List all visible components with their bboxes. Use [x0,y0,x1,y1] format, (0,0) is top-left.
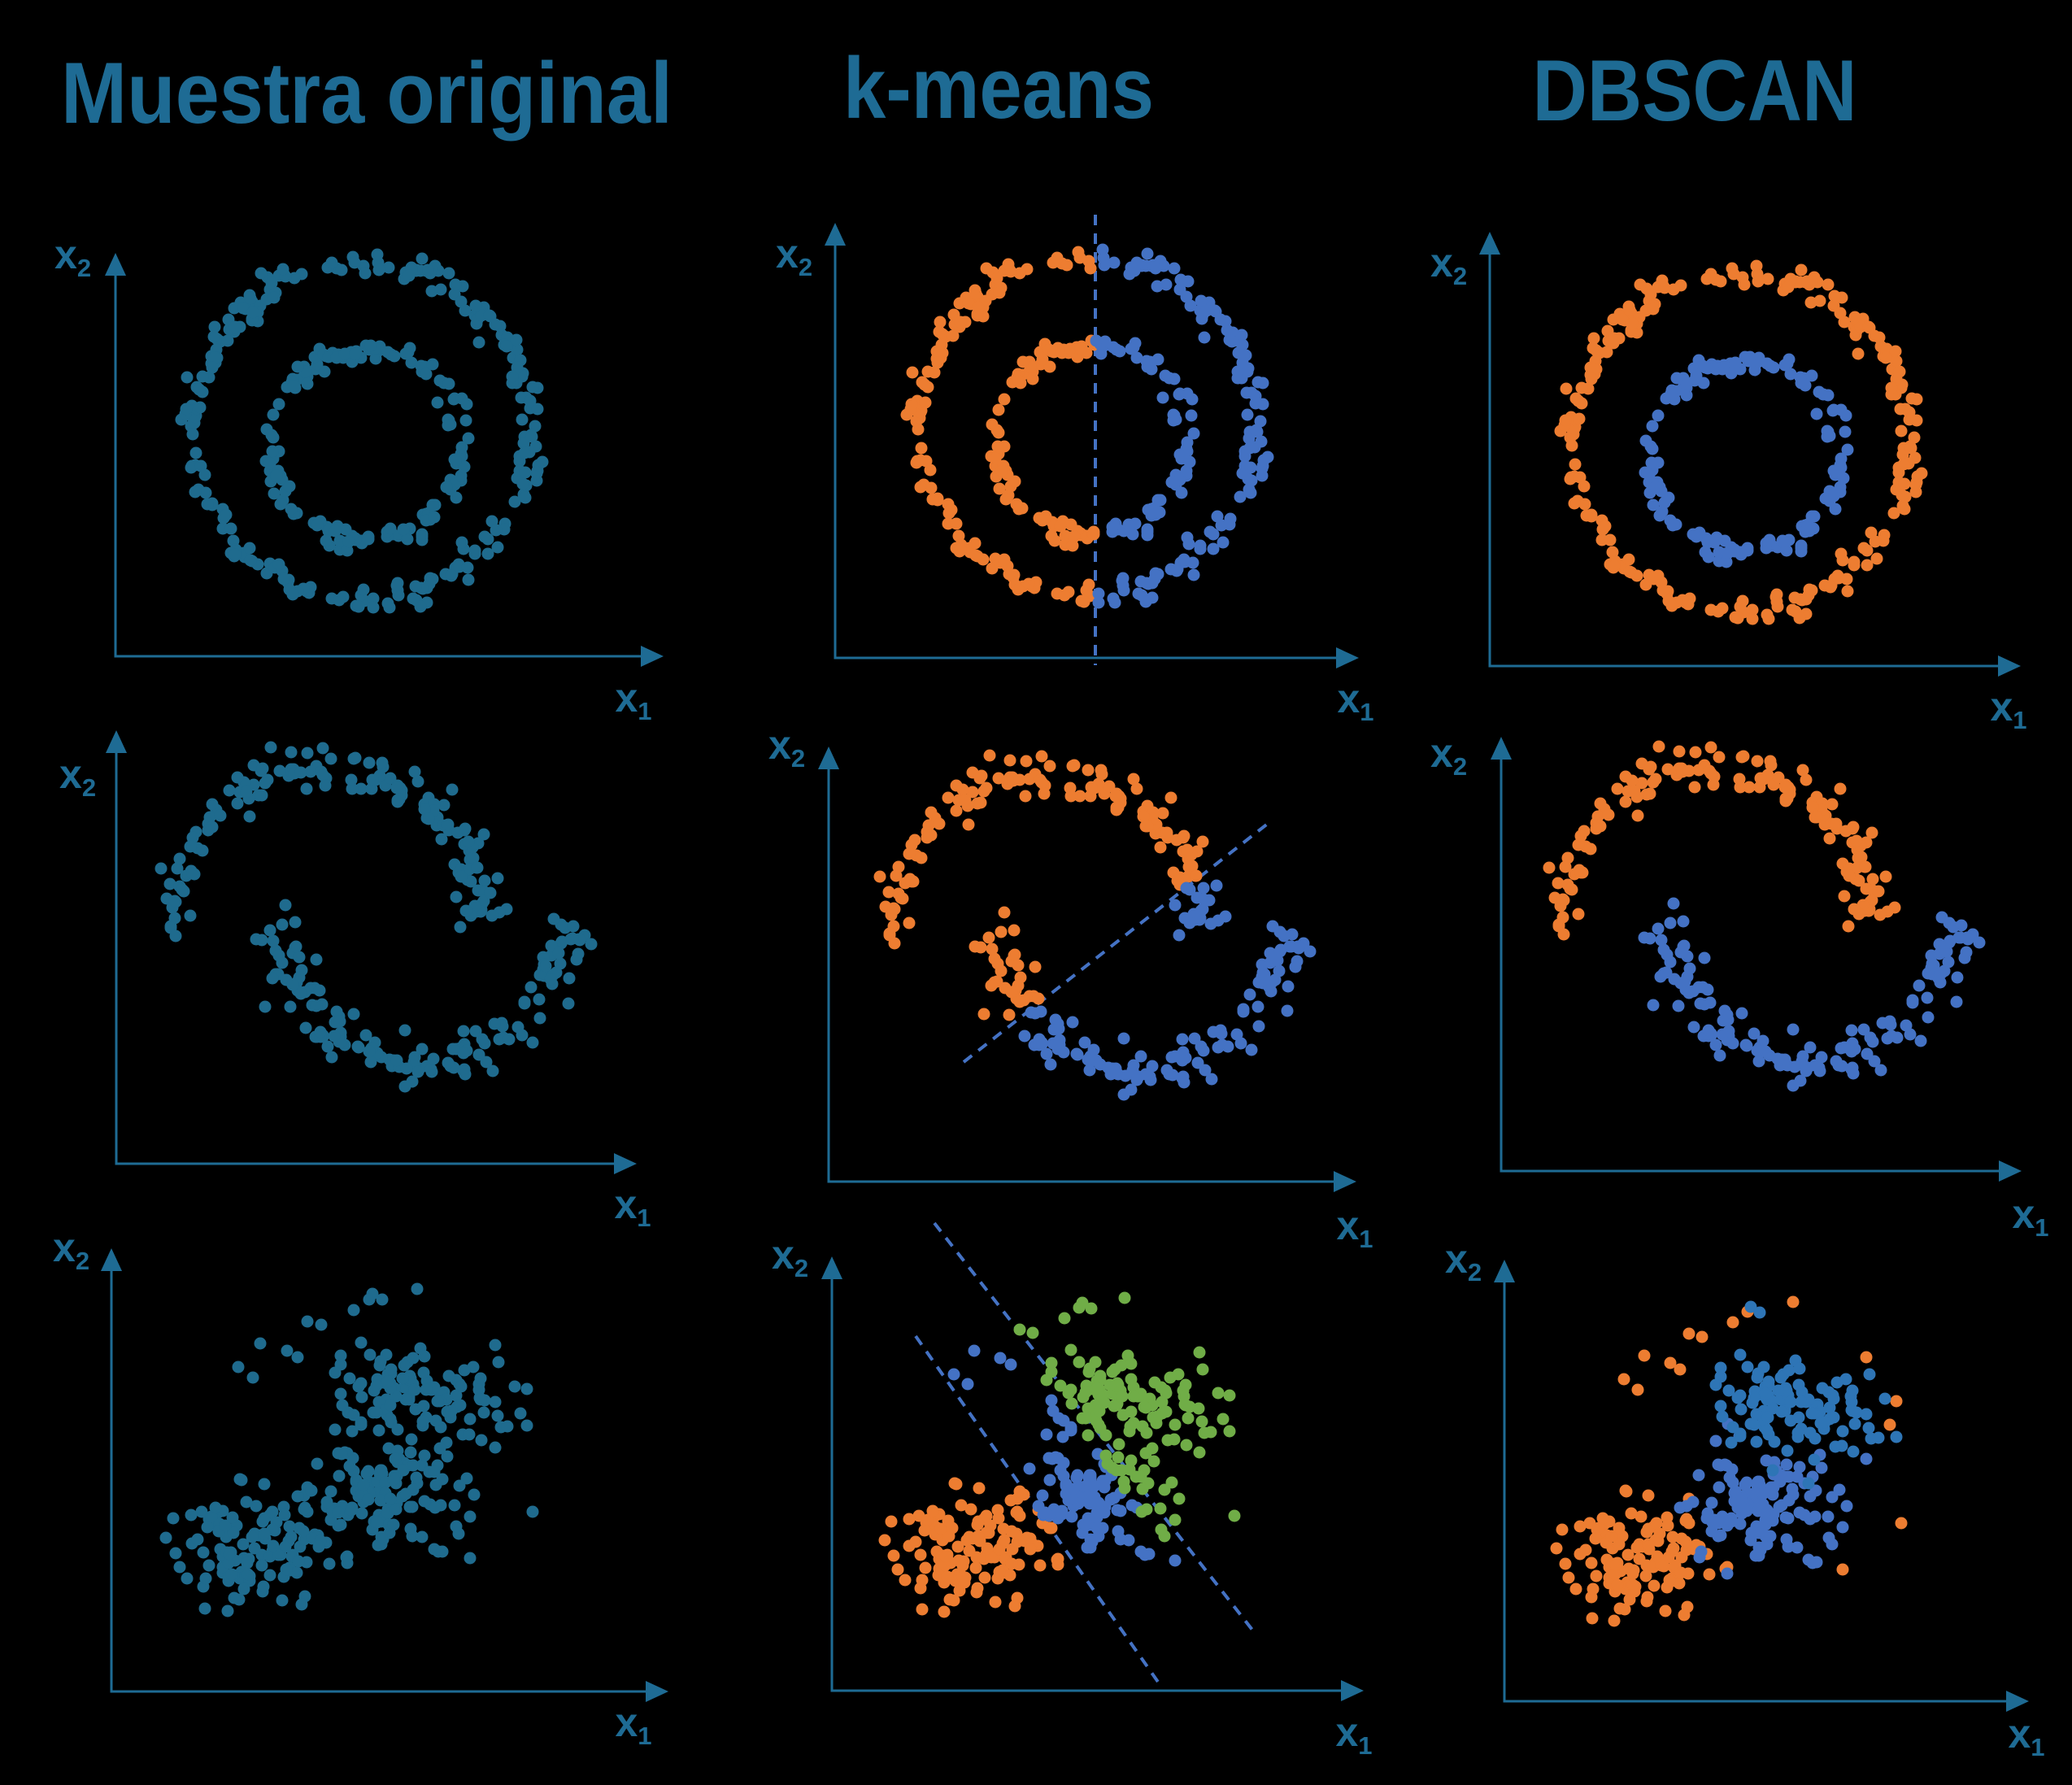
svg-text:x1: x1 [1337,676,1373,726]
svg-text:x1: x1 [1336,1203,1373,1253]
svg-text:x2: x2 [772,1232,808,1282]
svg-text:Muestra original: Muestra original [61,44,673,141]
svg-text:DBSCAN: DBSCAN [1533,41,1857,139]
svg-text:x2: x2 [768,722,805,773]
svg-text:x1: x1 [615,1700,651,1750]
svg-text:k-means: k-means [843,39,1154,137]
